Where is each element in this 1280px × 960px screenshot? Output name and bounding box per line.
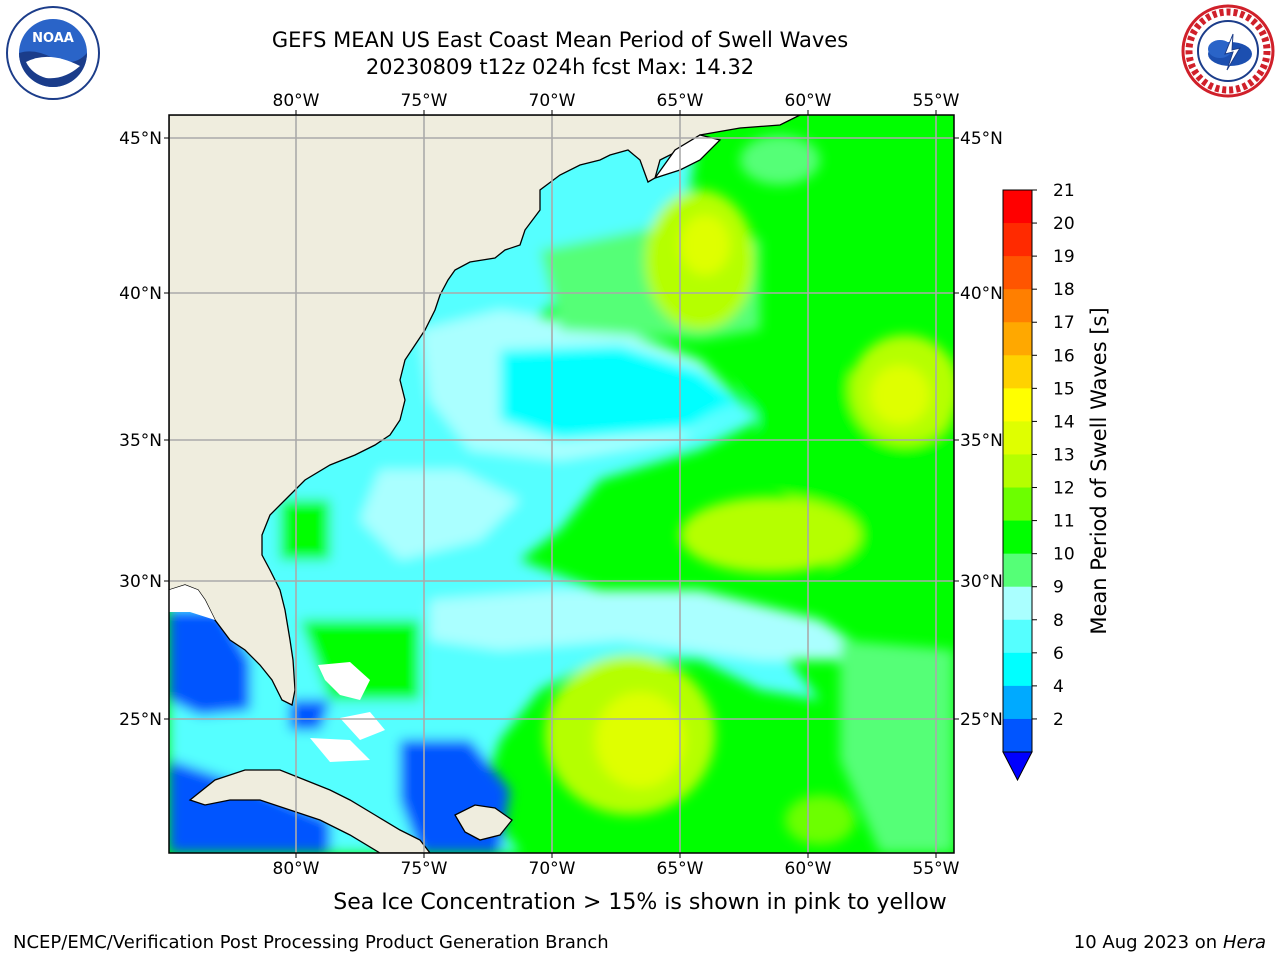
lon-label: 80°W <box>273 91 320 111</box>
colorbar-swatch <box>1003 553 1032 588</box>
colorbar-swatches <box>1003 190 1032 753</box>
colorbar-tick-label: 21 <box>1053 181 1075 201</box>
colorbar: 21 20 19 18 17 16 15 14 13 12 11 10 9 8 6 4 2 Mean Perio… <box>1002 181 1111 782</box>
lat-label: 40°N <box>960 284 1003 304</box>
lon-label: 55°W <box>913 91 960 111</box>
colorbar-swatch <box>1003 487 1032 522</box>
lat-label: 45°N <box>119 129 162 149</box>
north-america <box>169 115 801 706</box>
map-panel <box>169 115 954 853</box>
map-ticks <box>164 110 959 858</box>
colorbar-tick-label: 12 <box>1053 479 1075 499</box>
colorbar-tick-label: 18 <box>1053 280 1075 300</box>
hispaniola <box>454 804 513 841</box>
colorbar-tick-label: 2 <box>1053 710 1064 730</box>
lon-label: 65°W <box>657 91 704 111</box>
colorbar-swatch <box>1003 619 1032 654</box>
colorbar-swatch <box>1003 718 1032 753</box>
sea-ice-note: Sea Ice Concentration > 15% is shown in … <box>333 890 947 915</box>
lat-label: 30°N <box>960 572 1003 592</box>
lon-label: 60°W <box>785 859 832 879</box>
colorbar-swatch <box>1003 454 1032 489</box>
colorbar-tick-label: 16 <box>1053 346 1075 366</box>
lon-label: 80°W <box>273 859 320 879</box>
lon-labels-bottom: 80°W 75°W 70°W 65°W 60°W 55°W <box>273 859 960 879</box>
cuba <box>188 769 431 853</box>
colorbar-tick-label: 19 <box>1053 247 1075 267</box>
lon-label: 75°W <box>401 91 448 111</box>
graticule <box>169 115 954 853</box>
date-text: 10 Aug 2023 on <box>1073 932 1218 953</box>
lat-label: 25°N <box>119 710 162 730</box>
lat-label: 40°N <box>119 284 162 304</box>
lat-label: 45°N <box>960 129 1003 149</box>
nws-logo <box>1181 4 1275 98</box>
colorbar-extend-arrow <box>1002 751 1033 782</box>
land <box>169 115 801 853</box>
map-title: GEFS MEAN US East Coast Mean Period of S… <box>271 28 849 52</box>
lon-label: 65°W <box>657 859 704 879</box>
lat-labels-left: 45°N 40°N 35°N 30°N 25°N <box>119 129 162 730</box>
colorbar-swatch <box>1003 289 1032 323</box>
colorbar-swatch <box>1003 322 1032 356</box>
lat-label: 30°N <box>119 572 162 592</box>
colorbar-frame <box>1002 189 1033 753</box>
colorbar-tick-label: 17 <box>1053 313 1075 333</box>
colorbar-swatch <box>1003 421 1032 455</box>
colorbar-swatch <box>1003 256 1032 290</box>
colorbar-tick-label: 4 <box>1053 677 1064 697</box>
colorbar-label: Mean Period of Swell Waves [s] <box>1087 307 1111 634</box>
colorbar-tick-label: 11 <box>1053 512 1075 532</box>
colorbar-tick-label: 10 <box>1053 545 1075 565</box>
lon-label: 55°W <box>913 859 960 879</box>
colorbar-swatch <box>1003 520 1032 555</box>
lat-label: 35°N <box>119 431 162 451</box>
host-name: Hera <box>1222 932 1266 953</box>
colorbar-swatch <box>1003 190 1032 224</box>
colorbar-swatch <box>1003 355 1032 389</box>
date-stamp: 10 Aug 2023 on Hera <box>1074 932 1266 953</box>
colorbar-ticks: 21 20 19 18 17 16 15 14 13 12 11 10 9 8 6 4 2 <box>1032 181 1075 730</box>
colorbar-tick-label: 15 <box>1053 379 1075 399</box>
colorbar-swatch <box>1003 685 1032 720</box>
colorbar-tick-label: 13 <box>1053 445 1075 465</box>
colorbar-tick-label: 20 <box>1053 214 1075 234</box>
colorbar-tick-label: 9 <box>1053 578 1064 598</box>
colorbar-swatch <box>1003 223 1032 257</box>
lon-label: 70°W <box>529 859 576 879</box>
map-frame <box>168 114 955 854</box>
noaa-logo: NOAA <box>6 6 100 100</box>
masked-areas <box>169 585 385 762</box>
lon-labels-top: 80°W 75°W 70°W 65°W 60°W 55°W <box>273 91 960 111</box>
lat-labels-right: 45°N 40°N 35°N 30°N 25°N <box>960 129 1003 730</box>
lat-label: 25°N <box>960 710 1003 730</box>
credit-text: NCEP/EMC/Verification Post Processing Pr… <box>13 932 609 953</box>
lat-label: 35°N <box>960 431 1003 451</box>
colorbar-tick-label: 14 <box>1053 412 1075 432</box>
colorbar-swatch <box>1003 586 1032 621</box>
map-subtitle: 20230809 t12z 024h fcst Max: 14.32 <box>365 55 755 79</box>
colorbar-swatch <box>1003 388 1032 422</box>
lon-label: 75°W <box>401 859 448 879</box>
colorbar-swatch <box>1003 652 1032 687</box>
lon-label: 60°W <box>785 91 832 111</box>
colorbar-tick-label: 6 <box>1053 644 1064 664</box>
colorbar-tick-label: 8 <box>1053 611 1064 631</box>
noaa-logo-text: NOAA <box>32 31 74 46</box>
lon-label: 70°W <box>529 91 576 111</box>
